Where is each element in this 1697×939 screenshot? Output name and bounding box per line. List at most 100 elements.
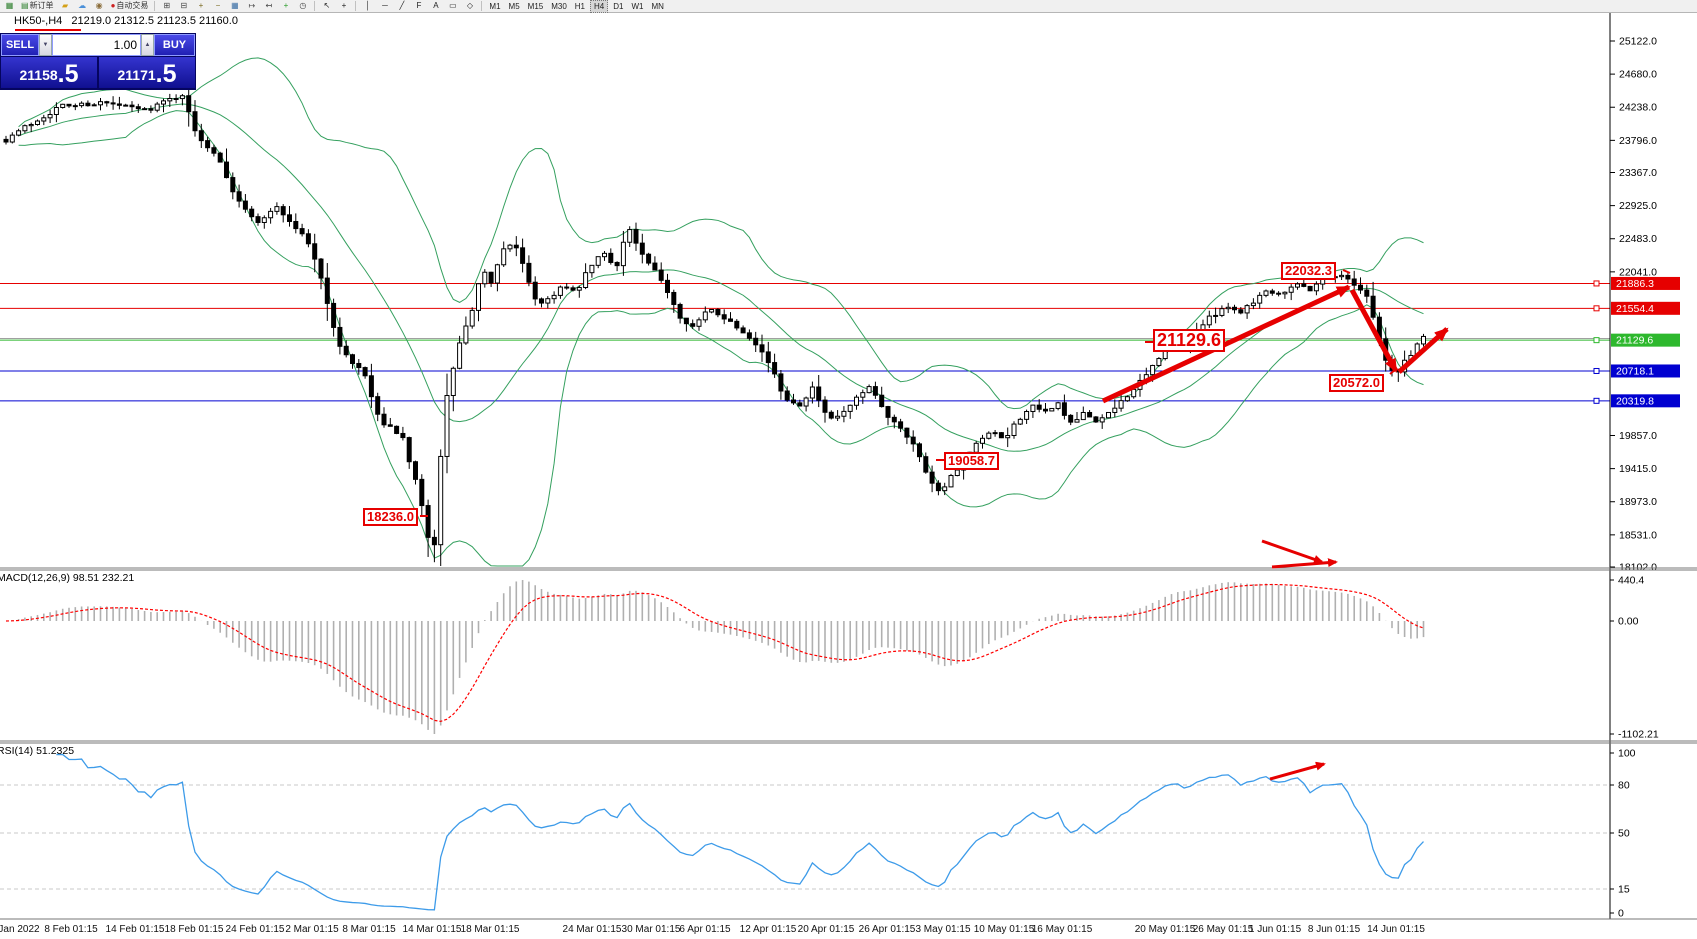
add-indicator-icon[interactable]: + bbox=[278, 0, 293, 13]
svg-text:8 Jun 01:15: 8 Jun 01:15 bbox=[1308, 924, 1361, 935]
cloud-icon[interactable]: ☁ bbox=[75, 0, 90, 13]
timeframe-w1-button[interactable]: W1 bbox=[631, 1, 644, 11]
svg-text:10 May 01:15: 10 May 01:15 bbox=[974, 924, 1035, 935]
new-chart-icon[interactable]: ▦ bbox=[2, 0, 17, 13]
shapes-icon[interactable]: ◇ bbox=[462, 0, 477, 13]
chart-window-icon[interactable]: ⊟ bbox=[176, 0, 191, 13]
sounds-icon[interactable]: ◉ bbox=[92, 0, 107, 13]
timeframe-m5-button[interactable]: M5 bbox=[508, 1, 520, 11]
svg-text:22041.0: 22041.0 bbox=[1619, 266, 1657, 278]
price-callout-18236.0: 18236.0 bbox=[363, 508, 418, 526]
svg-text:26 Apr 01:15: 26 Apr 01:15 bbox=[859, 924, 916, 935]
periods-icon[interactable]: ◷ bbox=[295, 0, 310, 13]
chart-shift-icon[interactable]: ↦ bbox=[244, 0, 259, 13]
tile-windows-icon[interactable]: ▦ bbox=[227, 0, 242, 13]
svg-text:8 Mar 01:15: 8 Mar 01:15 bbox=[342, 924, 396, 935]
volume-decrement-button[interactable]: ▼ bbox=[39, 34, 52, 56]
svg-text:20 Apr 01:15: 20 Apr 01:15 bbox=[798, 924, 855, 935]
timeframe-m30-button[interactable]: M30 bbox=[551, 1, 567, 11]
crosshair-icon: + bbox=[341, 1, 347, 10]
macd-indicator: 440.4 0.00 -1102.21 bbox=[5, 575, 1659, 741]
auto-trading-button[interactable]: ● 自动交易 bbox=[109, 0, 151, 13]
cursor-icon[interactable]: ↖ bbox=[319, 0, 334, 13]
new-order-button[interactable]: ▤ 新订单 bbox=[19, 0, 56, 13]
sell-price-fraction: .5 bbox=[57, 60, 79, 88]
timeframe-h1-button[interactable]: H1 bbox=[574, 1, 586, 11]
svg-text:20718.1: 20718.1 bbox=[1616, 365, 1654, 377]
volume-increment-button[interactable]: ▲ bbox=[141, 34, 154, 56]
svg-text:24 Feb 01:15: 24 Feb 01:15 bbox=[226, 924, 285, 935]
zoom-in-icon[interactable]: + bbox=[193, 0, 208, 13]
svg-text:21886.3: 21886.3 bbox=[1616, 278, 1654, 290]
auto-scroll-icon: ↤ bbox=[265, 1, 273, 10]
svg-text:19857.0: 19857.0 bbox=[1619, 430, 1657, 442]
indicator-window-icon: ⊞ bbox=[163, 1, 171, 10]
auto-scroll-icon[interactable]: ↤ bbox=[261, 0, 276, 13]
svg-text:6 Apr 01:15: 6 Apr 01:15 bbox=[679, 924, 731, 935]
sell-price[interactable]: 21158.5 bbox=[1, 57, 97, 88]
svg-text:22925.0: 22925.0 bbox=[1619, 200, 1657, 212]
add-indicator-icon: + bbox=[283, 1, 289, 10]
svg-text:18531.0: 18531.0 bbox=[1619, 529, 1657, 541]
zoom-out-icon: − bbox=[215, 1, 221, 10]
shapes-icon: ◇ bbox=[466, 1, 473, 10]
crosshair-icon[interactable]: + bbox=[336, 0, 351, 13]
gold-ingot-icon[interactable]: ▰ bbox=[58, 0, 73, 13]
timeframe-m15-button[interactable]: M15 bbox=[527, 1, 544, 11]
timeframe-d1-button[interactable]: D1 bbox=[613, 1, 624, 11]
svg-text:23367.0: 23367.0 bbox=[1619, 167, 1657, 179]
svg-text:19415.0: 19415.0 bbox=[1619, 463, 1657, 475]
rsi-label: RSI(14) 51.2325 bbox=[0, 745, 75, 757]
text-icon[interactable]: A bbox=[428, 0, 443, 13]
gold-ingot-icon: ▰ bbox=[61, 1, 69, 10]
bollinger-bands bbox=[18, 57, 1424, 567]
periods-icon: ◷ bbox=[299, 1, 307, 10]
zoom-in-icon: + bbox=[198, 1, 204, 10]
toolbar-separator bbox=[481, 1, 483, 11]
cursor-icon: ↖ bbox=[323, 1, 331, 10]
svg-text:20319.8: 20319.8 bbox=[1616, 395, 1654, 407]
vertical-line-icon[interactable]: │ bbox=[360, 0, 375, 13]
timeframe-m1-button[interactable]: M1 bbox=[489, 1, 501, 11]
price-callout-20572.0: 20572.0 bbox=[1329, 374, 1384, 392]
sell-button[interactable]: SELL bbox=[1, 34, 39, 56]
trendline-icon: ╱ bbox=[399, 1, 405, 10]
fibonacci-icon[interactable]: F bbox=[411, 0, 426, 13]
ohlc-values: 21219.0 21312.5 21123.5 21160.0 bbox=[71, 15, 238, 27]
buy-price[interactable]: 21171.5 bbox=[99, 57, 195, 88]
new-order-button-label: 新订单 bbox=[29, 1, 54, 10]
svg-text:14 Jun 01:15: 14 Jun 01:15 bbox=[1367, 924, 1425, 935]
sell-price-main: 21158 bbox=[19, 67, 58, 83]
svg-text:-1102.21: -1102.21 bbox=[1618, 729, 1659, 741]
svg-text:24680.0: 24680.0 bbox=[1619, 69, 1657, 81]
chart-title: HK50-,H4 21219.0 21312.5 21123.5 21160.0 bbox=[14, 15, 238, 27]
zoom-out-icon[interactable]: − bbox=[210, 0, 225, 13]
svg-text:Jan 2022: Jan 2022 bbox=[0, 924, 40, 935]
svg-text:0.00: 0.00 bbox=[1618, 616, 1639, 628]
new-order-button: ▤ bbox=[21, 1, 29, 10]
date-axis: Jan 2022 8 Feb 01:15 14 Feb 01:15 18 Feb 01… bbox=[0, 924, 1425, 935]
indicator-window-icon[interactable]: ⊞ bbox=[159, 0, 174, 13]
svg-text:16 May 01:15: 16 May 01:15 bbox=[1032, 924, 1093, 935]
svg-text:14 Feb 01:15: 14 Feb 01:15 bbox=[106, 924, 165, 935]
candlesticks bbox=[3, 85, 1426, 566]
price-axis: 25122.0 24680.0 24238.0 23796.0 23367.0 22925… bbox=[1609, 13, 1680, 919]
label-icon[interactable]: ▭ bbox=[445, 0, 460, 13]
trendline-icon[interactable]: ╱ bbox=[394, 0, 409, 13]
timeframe-h4-button[interactable]: H4 bbox=[590, 0, 609, 13]
cloud-icon: ☁ bbox=[78, 1, 87, 10]
svg-text:50: 50 bbox=[1618, 828, 1630, 840]
svg-text:18 Feb 01:15: 18 Feb 01:15 bbox=[165, 924, 224, 935]
buy-button[interactable]: BUY bbox=[154, 34, 195, 56]
horizontal-line-icon[interactable]: ─ bbox=[377, 0, 392, 13]
toolbar-separator bbox=[355, 1, 357, 11]
price-callout-22032.3: 22032.3 bbox=[1281, 262, 1336, 280]
trend-arrows bbox=[420, 269, 1449, 781]
panel-separators bbox=[0, 567, 1697, 920]
svg-text:15: 15 bbox=[1618, 884, 1630, 896]
svg-text:100: 100 bbox=[1618, 748, 1636, 760]
volume-input[interactable]: 1.00 bbox=[52, 34, 141, 56]
timeframe-mn-button[interactable]: MN bbox=[651, 1, 664, 11]
svg-text:1 Jun 01:15: 1 Jun 01:15 bbox=[1249, 924, 1302, 935]
